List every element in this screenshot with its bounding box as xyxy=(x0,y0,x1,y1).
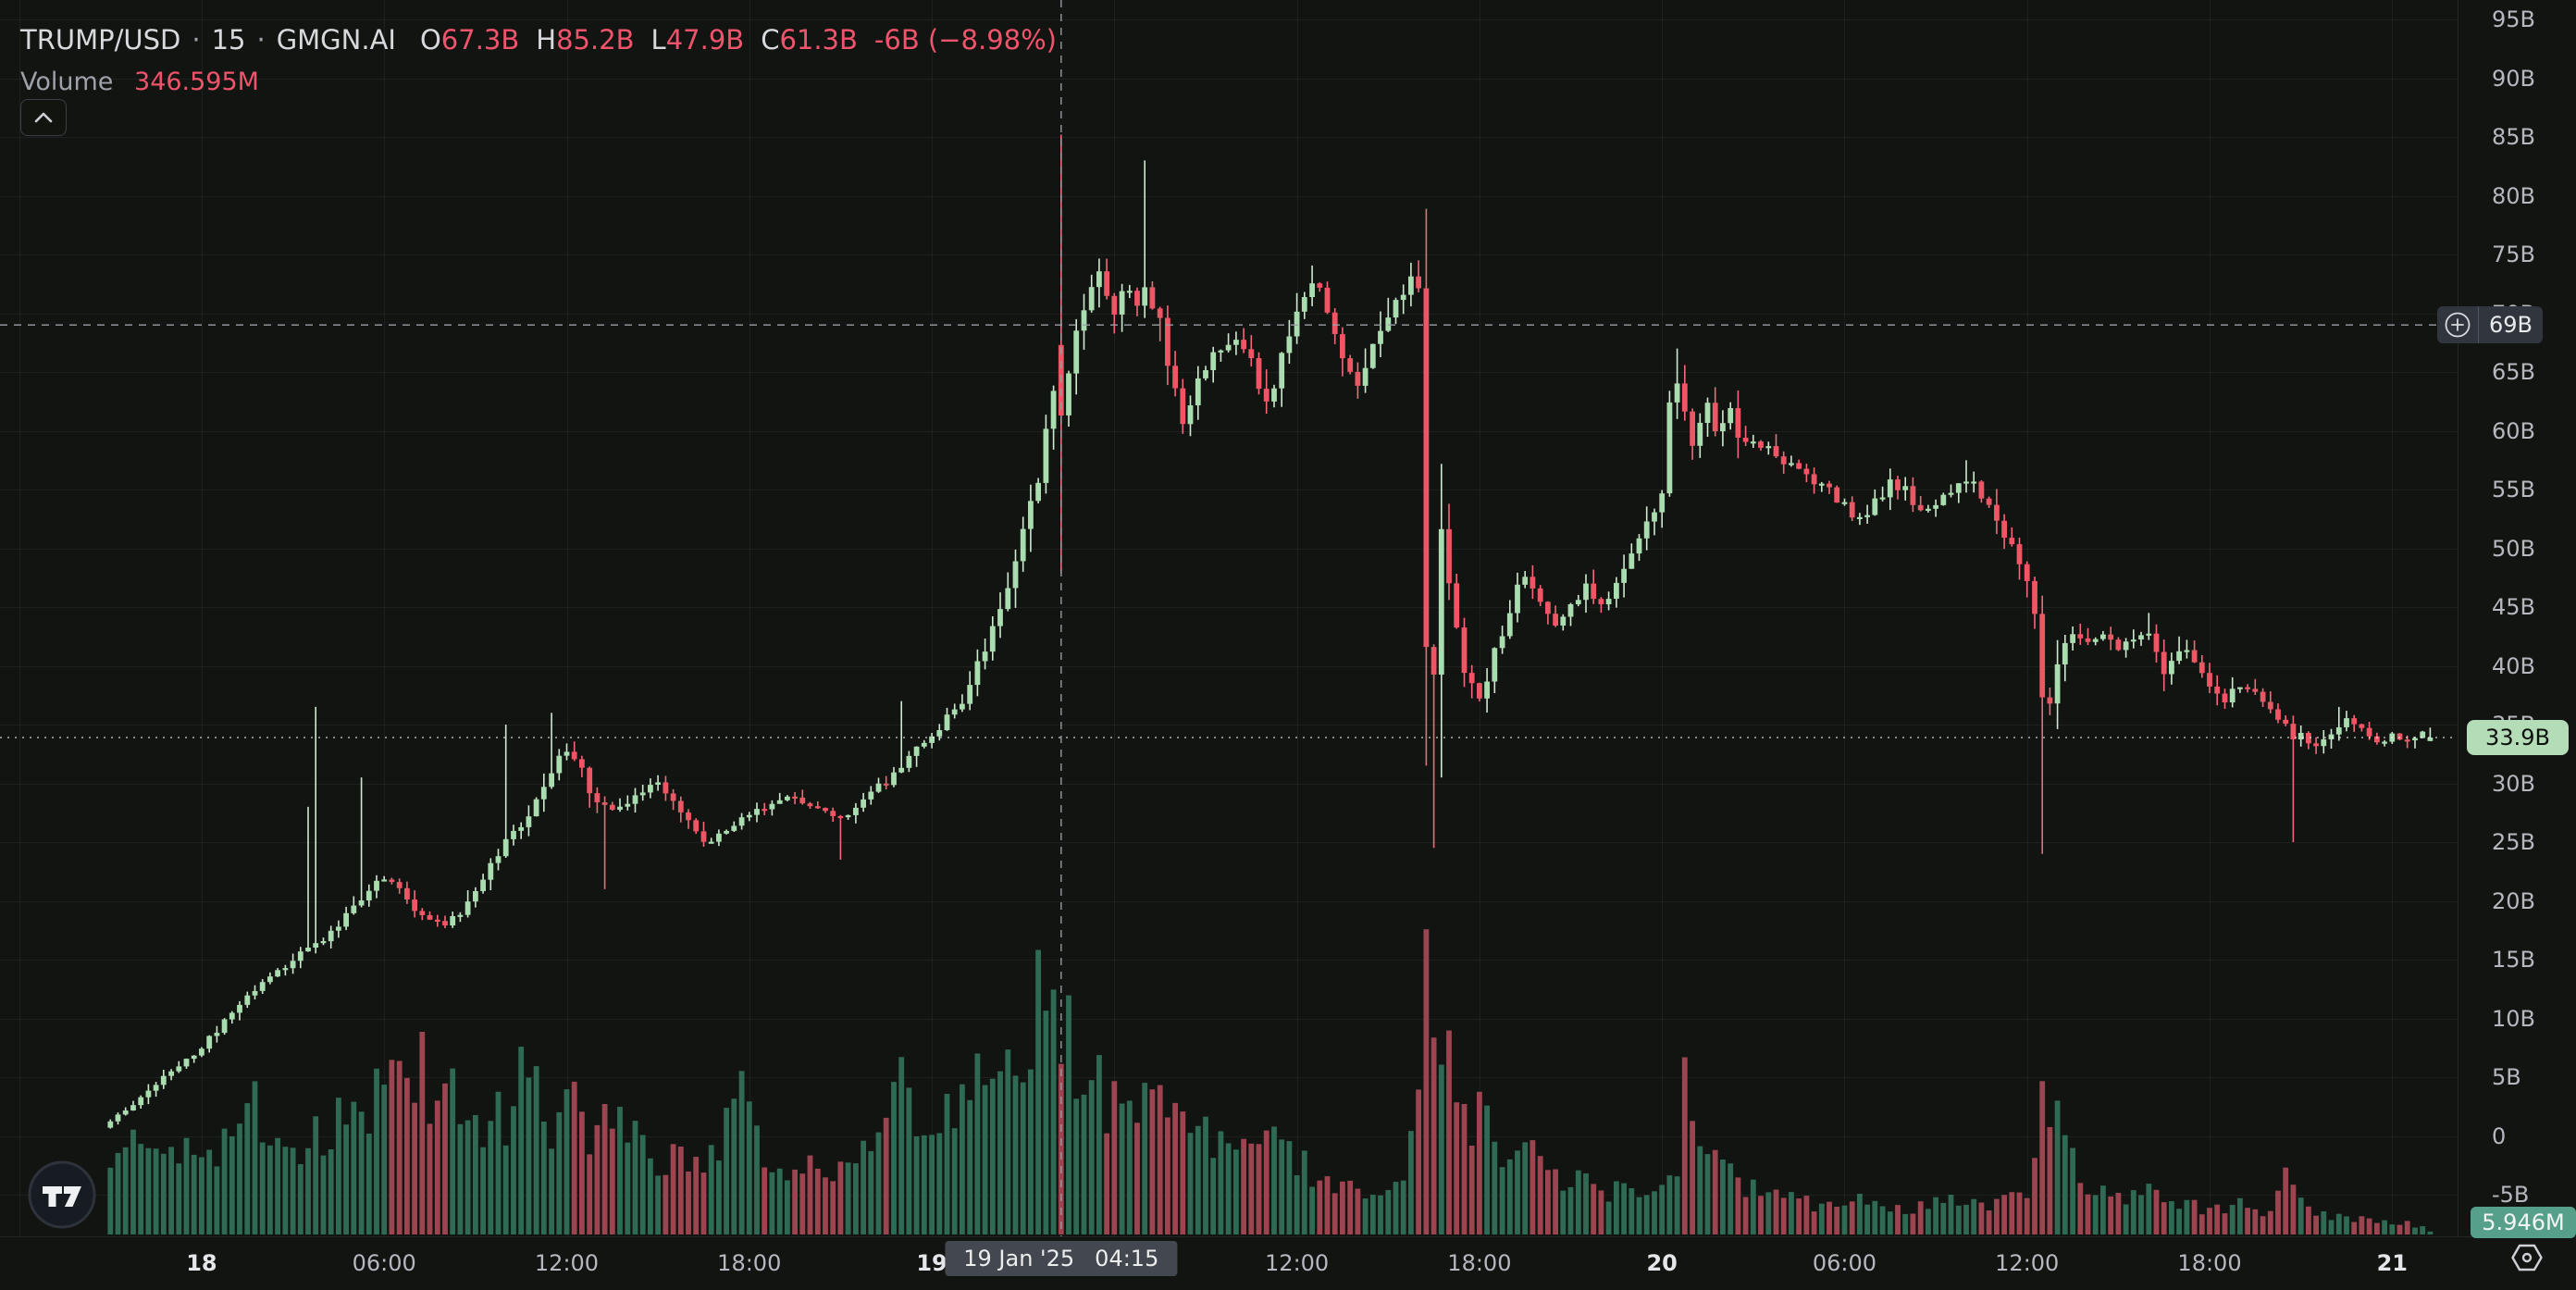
time-axis[interactable]: 18 06:00 12:00 18:00 19 12:00 18:00 20 06:00 12:0… xyxy=(0,1236,2576,1290)
high-label: H xyxy=(536,24,557,56)
open-value: 67.3B xyxy=(440,24,520,56)
time-axis-label: 18:00 xyxy=(2177,1250,2242,1276)
crosshair-time: 04:15 xyxy=(1095,1246,1159,1271)
plus-circle-icon xyxy=(2445,312,2471,338)
axis-settings-button[interactable] xyxy=(2508,1238,2546,1277)
price-axis-label: 25B xyxy=(2492,829,2536,855)
volume-indicator-value: 346.595M xyxy=(134,68,259,96)
time-axis-label: 18:00 xyxy=(717,1250,782,1276)
tradingview-logo[interactable] xyxy=(27,1160,97,1230)
price-axis-label: -5B xyxy=(2492,1182,2530,1208)
price-axis-label: 80B xyxy=(2492,182,2536,209)
price-axis-label: 60B xyxy=(2492,417,2536,444)
time-axis-label: 18 xyxy=(186,1250,217,1276)
price-axis[interactable]: 95B90B85B80B75B70B65B60B55B50B45B40B35B3… xyxy=(2458,0,2576,1236)
price-axis-label: 20B xyxy=(2492,887,2536,914)
time-axis-label: 19 xyxy=(916,1250,947,1276)
chevron-up-icon xyxy=(34,112,53,123)
separator-dot: · xyxy=(192,24,201,56)
crosshair-price-value: 69B xyxy=(2488,312,2533,339)
time-axis-label: 06:00 xyxy=(1812,1250,1877,1276)
crosshair-date: 19 Jan '25 xyxy=(963,1246,1075,1271)
price-axis-label: 40B xyxy=(2492,652,2536,679)
price-axis-label: 50B xyxy=(2492,535,2536,562)
time-axis-label: 12:00 xyxy=(1265,1250,1330,1276)
symbol-title[interactable]: TRUMP/USD xyxy=(20,24,181,56)
gear-hexagon-icon xyxy=(2511,1244,2543,1271)
price-axis-label: 95B xyxy=(2492,6,2536,32)
last-price-value: 33.9B xyxy=(2485,724,2550,750)
add-alert-button[interactable] xyxy=(2437,306,2478,343)
interval-value[interactable]: 15 xyxy=(211,24,246,56)
time-axis-label: 12:00 xyxy=(534,1250,600,1276)
time-axis-label: 18:00 xyxy=(1447,1250,1512,1276)
low-label: L xyxy=(650,24,666,56)
collapse-legend-button[interactable] xyxy=(20,99,67,136)
time-axis-label: 12:00 xyxy=(1995,1250,2060,1276)
change-value: -6B (−8.98%) xyxy=(873,24,1057,56)
price-axis-label: 10B xyxy=(2492,1005,2536,1032)
low-value: 47.9B xyxy=(665,24,745,56)
time-axis-label: 06:00 xyxy=(352,1250,416,1276)
high-value: 85.2B xyxy=(556,24,635,56)
pill-divider xyxy=(2478,306,2479,344)
price-axis-label: 85B xyxy=(2492,124,2536,150)
price-axis-label: 30B xyxy=(2492,770,2536,797)
crosshair-price-label: 69B xyxy=(2437,306,2543,344)
last-price-label: 33.9B xyxy=(2467,719,2569,755)
open-label: O xyxy=(419,24,441,56)
close-label: C xyxy=(761,24,780,56)
exchange-name[interactable]: GMGN.AI xyxy=(276,24,396,56)
time-axis-label: 21 xyxy=(2376,1250,2408,1276)
price-axis-label: 55B xyxy=(2492,477,2536,502)
separator-dot: · xyxy=(256,24,266,56)
price-axis-label: 0 xyxy=(2492,1123,2507,1149)
current-volume-label: 5.946M xyxy=(2471,1207,2576,1238)
volume-indicator-label[interactable]: Volume xyxy=(20,68,114,96)
time-axis-label: 20 xyxy=(1646,1250,1678,1276)
price-axis-label: 15B xyxy=(2492,947,2536,973)
chart-legend: TRUMP/USD · 15 · GMGN.AI O67.3B H85.2B L… xyxy=(20,24,1057,96)
tradingview-logo-icon xyxy=(28,1160,96,1229)
candlestick-chart-canvas[interactable] xyxy=(0,0,2576,1236)
close-value: 61.3B xyxy=(779,24,858,56)
price-axis-label: 90B xyxy=(2492,65,2536,92)
ohlc-values: O67.3B H85.2B L47.9B C61.3B xyxy=(420,24,874,56)
crosshair-time-label: 19 Jan '25 04:15 xyxy=(945,1241,1178,1276)
price-axis-label: 5B xyxy=(2492,1064,2521,1090)
price-axis-label: 45B xyxy=(2492,594,2536,620)
price-axis-label: 65B xyxy=(2492,359,2536,385)
current-volume-value: 5.946M xyxy=(2482,1209,2565,1235)
price-axis-label: 75B xyxy=(2492,242,2536,267)
